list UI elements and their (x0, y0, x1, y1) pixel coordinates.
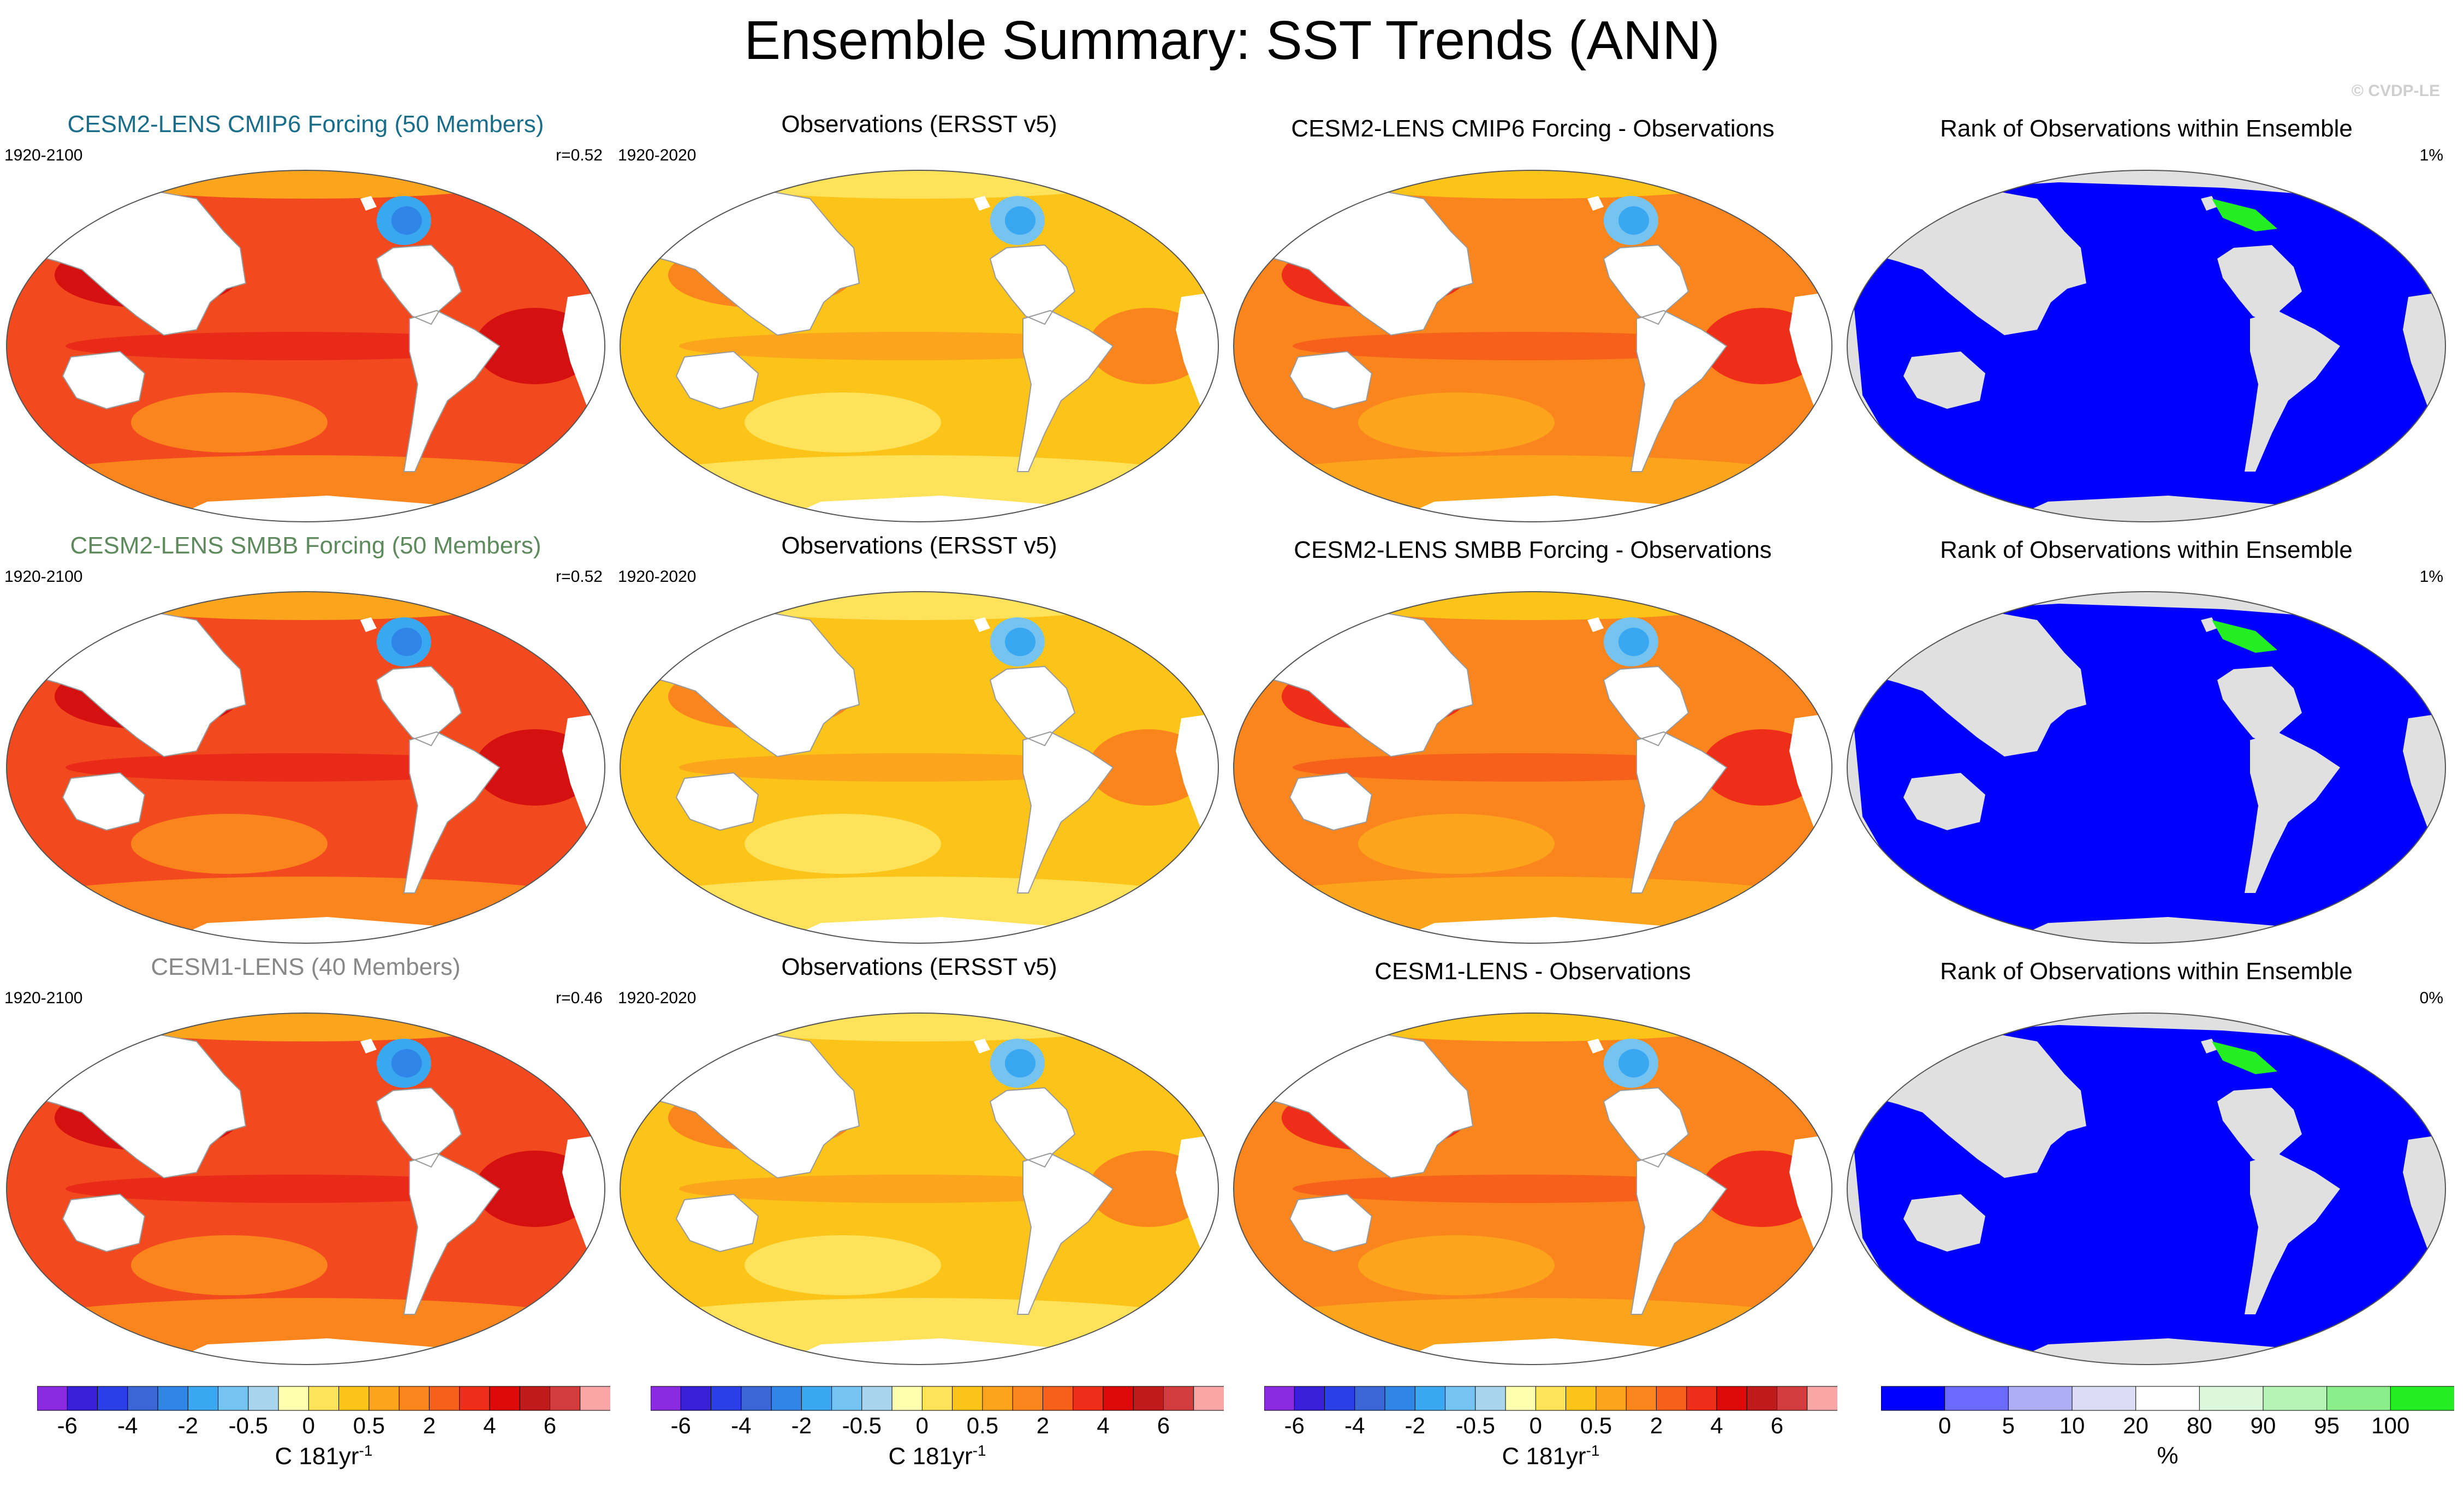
colorbar-tick-label: 90 (2250, 1413, 2276, 1438)
sst-colorbar-1: -6 -4 -2 -0.5 0 0.5 2 4 6 C 181yr-1 (37, 1385, 610, 1484)
panel-title: CESM1-LENS (40 Members) (151, 954, 461, 980)
colorbar-tick-label: -2 (1404, 1413, 1425, 1438)
colorbar-unit: % (2157, 1442, 2179, 1469)
period-label: 1920-2100 (4, 989, 83, 1007)
colorbar-tick-label: -0.5 (842, 1413, 882, 1438)
colorbar-tick-label: 6 (543, 1413, 557, 1438)
main-title: Ensemble Summary: SST Trends (ANN) (744, 10, 1720, 71)
colorbar-tick-label: -4 (117, 1413, 138, 1438)
period-label: 1920-2020 (618, 568, 697, 586)
map-diff (1233, 170, 1832, 522)
map-panel-rank: Rank of Observations within Ensemble 1% (1841, 109, 2452, 529)
rank-colorbar: 0 5 10 20 80 90 95 100% (1881, 1385, 2454, 1484)
map-panel-diff: CESM2-LENS CMIP6 Forcing - Observations (1227, 109, 1838, 529)
map-rank (1847, 1012, 2446, 1365)
colorbar-tick-label: 4 (483, 1413, 496, 1438)
rank-percent: 0% (2419, 989, 2443, 1007)
colorbar-tick-label: 95 (2314, 1413, 2340, 1438)
colorbar-tick-label: -4 (1344, 1413, 1365, 1438)
period-label: 1920-2100 (4, 568, 83, 586)
colorbar-tick-label: 100 (2371, 1413, 2410, 1438)
rank-percent: 1% (2419, 568, 2443, 586)
colorbar-tick-label: 0.5 (966, 1413, 999, 1438)
map-panel-diff: CESM2-LENS SMBB Forcing - Observations (1227, 531, 1838, 951)
colorbar-tick-label: -0.5 (1455, 1413, 1496, 1438)
colorbar-tick-label: 20 (2123, 1413, 2149, 1438)
colorbar-tick-label: 0.5 (1580, 1413, 1612, 1438)
colorbar-tick-label: 0 (915, 1413, 929, 1438)
map-rank (1847, 591, 2446, 944)
panel-title: Observations (ERSST v5) (781, 532, 1057, 559)
colorbar-tick-label: -6 (670, 1413, 691, 1438)
period-label: 1920-2100 (4, 146, 83, 164)
colorbar-tick-label: 0.5 (353, 1413, 385, 1438)
map-panel-obs: Observations (ERSST v5) 1920-2020 (614, 531, 1225, 951)
colorbar-tick-label: 80 (2186, 1413, 2212, 1438)
map-obs (620, 1012, 1219, 1365)
map-panel-obs: Observations (ERSST v5) 1920-2020 (614, 952, 1225, 1372)
rank-percent: 1% (2419, 146, 2443, 164)
panel-title: CESM2-LENS SMBB Forcing - Observations (1294, 537, 1772, 563)
sst-colorbar-strip (1264, 1386, 1837, 1411)
colorbar-tick-label: 4 (1097, 1413, 1110, 1438)
colorbar-tick-label: 0 (302, 1413, 316, 1438)
map-panel-ensemble: CESM2-LENS CMIP6 Forcing (50 Members) 192… (0, 109, 611, 529)
panel-title: Rank of Observations within Ensemble (1940, 958, 2353, 985)
map-ensemble (6, 591, 605, 944)
map-obs (620, 591, 1219, 944)
map-diff (1233, 1012, 1832, 1365)
colorbar-unit: C 181yr-1 (275, 1442, 373, 1470)
colorbar-tick-label: 5 (2002, 1413, 2015, 1438)
colorbar-tick-label: 4 (1710, 1413, 1723, 1438)
map-ensemble (6, 1012, 605, 1365)
panel-title: CESM2-LENS CMIP6 Forcing - Observations (1291, 115, 1775, 142)
period-label: 1920-2020 (618, 989, 697, 1007)
panel-title: Rank of Observations within Ensemble (1940, 115, 2353, 142)
sst-colorbar-2: -6 -4 -2 -0.5 0 0.5 2 4 6 C 181yr-1 (651, 1385, 1224, 1484)
colorbar-unit: C 181yr-1 (1502, 1442, 1600, 1470)
panel-title: Observations (ERSST v5) (781, 954, 1057, 980)
colorbar-tick-label: 2 (1650, 1413, 1663, 1438)
colorbar-tick-label: -2 (791, 1413, 812, 1438)
map-diff (1233, 591, 1832, 944)
watermark: © CVDP-LE (2351, 82, 2440, 100)
colorbar-unit: C 181yr-1 (888, 1442, 986, 1470)
panel-title: CESM2-LENS SMBB Forcing (50 Members) (70, 532, 541, 559)
colorbar-tick-label: 2 (422, 1413, 436, 1438)
colorbar-tick-label: 6 (1770, 1413, 1784, 1438)
map-ensemble (6, 170, 605, 522)
panel-title: CESM2-LENS CMIP6 Forcing (50 Members) (67, 111, 544, 138)
sst-colorbar-3: -6 -4 -2 -0.5 0 0.5 2 4 6 C 181yr-1 (1264, 1385, 1837, 1484)
colorbar-tick-label: 6 (1157, 1413, 1170, 1438)
map-panel-ensemble: CESM2-LENS SMBB Forcing (50 Members) 1920… (0, 531, 611, 951)
map-panel-rank: Rank of Observations within Ensemble 1% (1841, 531, 2452, 951)
colorbar-tick-label: 10 (2059, 1413, 2085, 1438)
colorbar-tick-label: -6 (57, 1413, 78, 1438)
pattern-correlation: r=0.46 (556, 989, 603, 1007)
colorbar-tick-label: -2 (177, 1413, 198, 1438)
colorbar-tick-label: 0 (1938, 1413, 1951, 1438)
colorbar-tick-label: 0 (1529, 1413, 1543, 1438)
colorbar-tick-label: 2 (1036, 1413, 1050, 1438)
pattern-correlation: r=0.52 (556, 568, 603, 586)
colorbar-tick-label: -6 (1284, 1413, 1305, 1438)
sst-colorbar-strip (651, 1386, 1224, 1411)
map-rank (1847, 170, 2446, 522)
rank-colorbar-strip (1881, 1386, 2454, 1411)
map-obs (620, 170, 1219, 522)
map-panel-rank: Rank of Observations within Ensemble 0% (1841, 952, 2452, 1372)
colorbar-tick-label: -0.5 (228, 1413, 269, 1438)
colorbar-tick-label: -4 (731, 1413, 752, 1438)
period-label: 1920-2020 (618, 146, 697, 164)
map-panel-obs: Observations (ERSST v5) 1920-2020 (614, 109, 1225, 529)
pattern-correlation: r=0.52 (556, 146, 603, 164)
panel-title: Rank of Observations within Ensemble (1940, 537, 2353, 563)
panel-title: CESM1-LENS - Observations (1374, 958, 1691, 985)
map-panel-ensemble: CESM1-LENS (40 Members) 1920-2100 r=0.46 (0, 952, 611, 1372)
map-panel-diff: CESM1-LENS - Observations (1227, 952, 1838, 1372)
sst-colorbar-strip (37, 1386, 610, 1411)
panel-title: Observations (ERSST v5) (781, 111, 1057, 138)
